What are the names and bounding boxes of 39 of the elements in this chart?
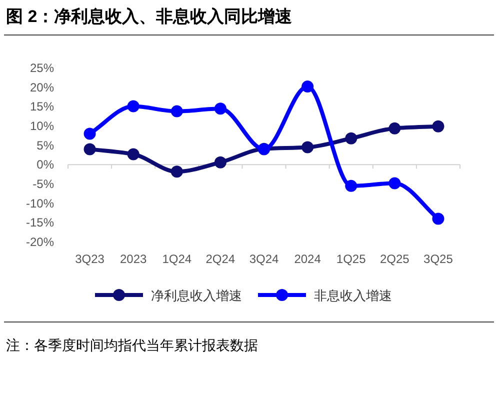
y-tick-label: -15% [26,216,54,230]
legend-label: 净利息收入增速 [151,288,242,303]
point [388,177,401,190]
y-tick-label: 0% [36,158,54,172]
y-tick-label: 15% [30,100,54,114]
x-tick-label: 3Q25 [424,252,454,266]
y-tick-label: 5% [36,138,54,152]
x-tick-label: 2023 [120,252,148,266]
point [302,80,314,93]
point [127,100,140,112]
y-tick-label: 10% [30,119,54,133]
point [345,132,358,144]
point [302,141,314,154]
x-tick-label: 2024 [294,252,322,266]
y-tick-label: 20% [30,80,54,94]
x-tick-label: 2Q25 [380,252,410,266]
point [170,166,183,178]
x-tick-label: 1Q25 [336,252,366,266]
point [388,122,401,134]
text: 注：各季度时间均指代当年累计报表数据 [6,337,258,353]
y-tick-label: -5% [32,177,54,191]
point [432,212,444,225]
point [84,143,96,156]
point [170,105,183,118]
point [214,102,226,115]
y-tick-label: -20% [26,235,54,249]
x-tick-label: 3Q24 [249,252,279,266]
point [345,180,358,192]
x-tick-label: 2Q24 [206,252,236,266]
x-tick-label: 1Q24 [162,252,192,266]
y-tick-label: 25% [30,61,54,75]
y-tick-label: -10% [26,196,54,210]
point [214,156,226,168]
x-tick-label: 3Q23 [75,252,105,266]
point [127,148,140,160]
chart-title: 图 2：净利息收入、非息收入同比增速 [6,7,292,26]
point [432,120,444,132]
legend-label: 非息收入增速 [314,288,392,303]
point [84,128,96,140]
